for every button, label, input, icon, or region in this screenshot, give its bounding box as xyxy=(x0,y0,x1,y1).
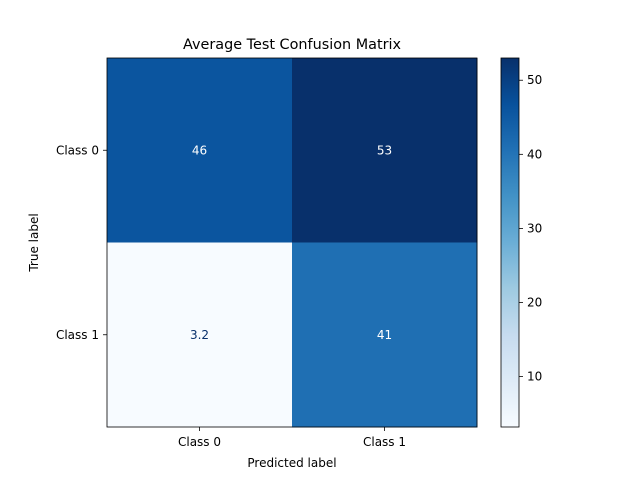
y-axis-label: True label xyxy=(27,213,41,272)
matrix-cell-r0-c0 xyxy=(107,58,293,243)
colorbar-tick-label: 20 xyxy=(527,296,542,310)
x-axis-label: Predicted label xyxy=(247,456,336,470)
colorbar-tick-label: 30 xyxy=(527,221,542,235)
cell-value-label: 41 xyxy=(377,328,392,342)
y-tick-label: Class 1 xyxy=(56,328,99,342)
y-axis-ticks: Class 0 Class 1 xyxy=(56,143,107,342)
colorbar-tick-label: 50 xyxy=(527,73,542,87)
chart-title: Average Test Confusion Matrix xyxy=(183,37,402,53)
matrix-cell-r1-c0 xyxy=(107,242,293,428)
x-axis-ticks: Class 0 Class 1 xyxy=(178,427,406,449)
matrix-cells: 46 53 3.2 41 xyxy=(107,58,478,428)
y-tick-label: Class 0 xyxy=(56,143,99,157)
matrix-frame xyxy=(106,57,478,428)
x-tick-label: Class 0 xyxy=(178,435,221,449)
colorbar-tick-label: 10 xyxy=(527,370,542,384)
colorbar-tick-label: 40 xyxy=(527,147,542,161)
colorbar-ticks: 10 20 30 40 50 xyxy=(519,73,542,384)
x-tick-label: Class 1 xyxy=(363,435,406,449)
matrix-cell-r0-c1 xyxy=(292,58,478,243)
cell-value-label: 53 xyxy=(377,143,392,157)
cell-value-label: 46 xyxy=(192,143,207,157)
colorbar xyxy=(500,57,520,428)
matrix-cell-r1-c1 xyxy=(292,242,478,428)
cell-value-label: 3.2 xyxy=(190,328,209,342)
